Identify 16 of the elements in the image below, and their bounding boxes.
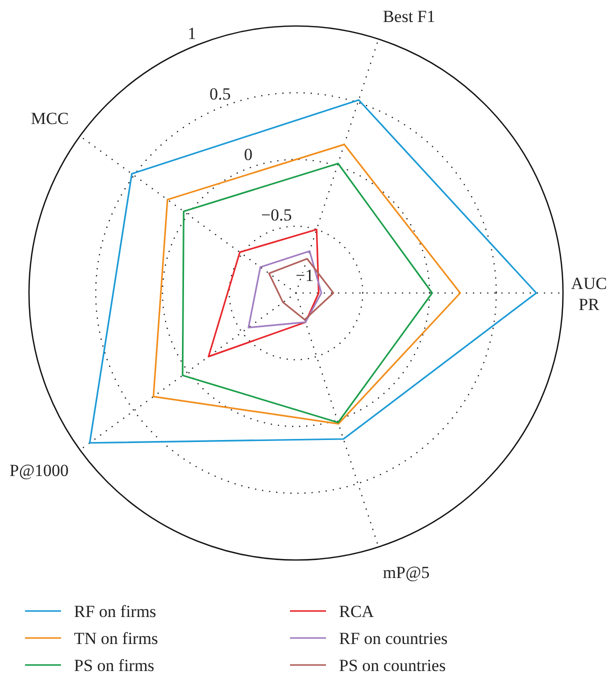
legend-label: PS on firms	[74, 656, 154, 675]
y-tick-label: 1	[188, 24, 196, 44]
spoke-label: P@1000	[10, 461, 69, 480]
y-tick-label: −0.5	[261, 206, 292, 225]
legend-label: TN on firms	[74, 629, 158, 648]
legend-label: RF on countries	[339, 629, 448, 648]
y-tick-label: −1	[296, 266, 314, 286]
legend-label: RCA	[339, 602, 375, 621]
spoke-label: MCC	[30, 108, 69, 128]
spoke-label: Best F1	[382, 6, 436, 26]
spoke-label: AUC PR	[571, 274, 607, 314]
y-tick-label: 0	[244, 145, 253, 164]
legend-label: RF on firms	[74, 602, 156, 621]
legend-label: PS on countries	[339, 656, 446, 675]
spoke-label: mP@5	[382, 563, 430, 582]
y-tick-label: 0.5	[209, 84, 231, 104]
